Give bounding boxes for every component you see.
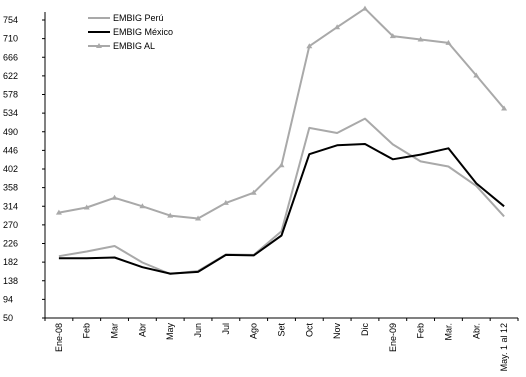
data-point: [111, 194, 118, 200]
x-tick-label: Ago: [249, 323, 259, 339]
y-tick-label: 490: [3, 127, 18, 137]
data-point: [361, 5, 368, 11]
data-point: [445, 39, 452, 45]
y-tick-label: 314: [3, 201, 18, 211]
legend-marker: [96, 43, 102, 48]
y-tick-label: 358: [3, 183, 18, 193]
y-tick-label: 138: [3, 276, 18, 286]
y-tick-label: 94: [3, 294, 13, 304]
y-tick-label: 754: [3, 15, 18, 25]
data-point: [195, 215, 202, 221]
legend: EMBIG Perú EMBIG México EMBIG AL: [88, 13, 173, 51]
data-point: [139, 203, 146, 209]
legend-label: EMBIG México: [113, 27, 173, 37]
x-tick-label: Ene-09: [388, 323, 398, 352]
x-tick-label: Oct: [304, 323, 314, 338]
x-tick-label: Mar: [110, 323, 120, 339]
x-tick-label: Mar.: [443, 323, 453, 341]
data-point: [473, 72, 480, 78]
data-point: [334, 24, 341, 30]
data-point: [278, 162, 285, 168]
data-point: [222, 199, 229, 205]
legend-label: EMBIG Perú: [113, 13, 164, 23]
series-line-1: [58, 143, 505, 275]
y-tick-label: 182: [3, 257, 18, 267]
series-line-0: [58, 117, 505, 275]
x-tick-label: Feb: [82, 323, 92, 339]
y-tick-label: 50: [3, 313, 13, 323]
y-tick-label: 710: [3, 34, 18, 44]
legend-label: EMBIG AL: [113, 41, 155, 51]
series-layer: [55, 5, 508, 275]
y-tick-label: 226: [3, 239, 18, 249]
x-tick-label: Abr.: [471, 323, 481, 339]
y-tick-label: 402: [3, 164, 18, 174]
x-tick-label: Jun: [193, 323, 203, 338]
x-tick-label: Dic: [360, 323, 370, 336]
x-tick-label: Ene-08: [54, 323, 64, 352]
y-tick-label: 578: [3, 90, 18, 100]
x-tick-label: Feb: [416, 323, 426, 339]
data-point: [167, 212, 174, 218]
data-point: [250, 189, 257, 195]
data-point: [306, 43, 313, 49]
data-point: [389, 33, 396, 39]
x-tick-label: Abr: [137, 323, 147, 337]
data-point: [501, 105, 508, 111]
x-axis: Ene-08 Feb Mar Abr May Jun Jul Ago Set Oct Nov Dic E…: [44, 317, 519, 371]
x-tick-label: May: [165, 323, 175, 341]
data-point: [83, 204, 90, 210]
y-tick-label: 666: [3, 52, 18, 62]
y-tick-label: 622: [3, 71, 18, 81]
y-tick-label: 270: [3, 220, 18, 230]
x-tick-label: May. 1 al 12: [499, 323, 509, 371]
data-point: [417, 36, 424, 42]
y-tick-label: 534: [3, 108, 18, 118]
x-tick-label: Set: [277, 323, 287, 337]
x-tick-label: Jul: [221, 323, 231, 335]
y-axis: 50 94 138 182 226 270 314 358 402 446 490 534 578 622…: [3, 12, 46, 323]
data-point: [55, 209, 62, 215]
y-tick-label: 446: [3, 145, 18, 155]
x-tick-label: Nov: [332, 323, 342, 340]
